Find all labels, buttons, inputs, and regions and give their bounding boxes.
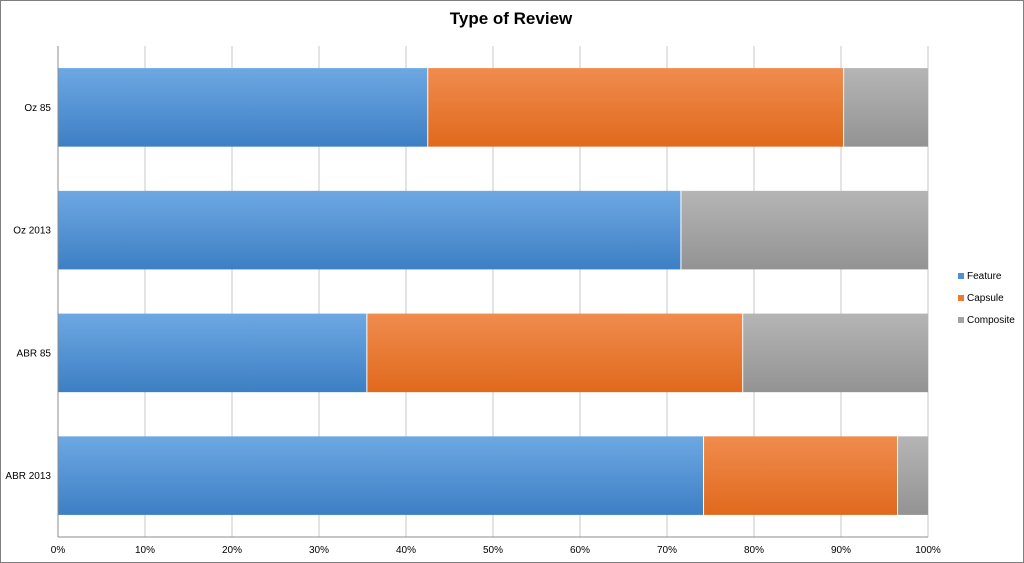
- y-category-label: Oz 85: [24, 103, 51, 114]
- legend-swatch-capsule: [958, 295, 964, 301]
- bars: [58, 68, 928, 515]
- bar-capsule-0: [427, 68, 844, 147]
- bar-feature-0: [58, 68, 428, 147]
- x-tick-label: 40%: [396, 545, 416, 556]
- x-tick-label: 30%: [309, 545, 329, 556]
- legend-label-composite: Composite: [967, 315, 1015, 326]
- x-tick-label: 20%: [222, 545, 242, 556]
- x-tick-label: 100%: [915, 545, 941, 556]
- x-tick-label: 60%: [570, 545, 590, 556]
- legend: Feature Capsule Composite: [958, 271, 1015, 326]
- y-category-label: ABR 85: [17, 348, 52, 359]
- bar-composite-0: [843, 68, 928, 147]
- bar-capsule-2: [366, 313, 743, 393]
- x-tick-label: 80%: [744, 545, 764, 556]
- legend-swatch-composite: [958, 317, 964, 323]
- bar-composite-2: [742, 313, 928, 393]
- chart-title: Type of Review: [449, 9, 573, 28]
- x-tick-label: 50%: [483, 545, 503, 556]
- axes: 0% 10% 20% 30% 40% 50% 60% 70% 80% 90% 100% Oz 85 Oz…: [5, 46, 941, 556]
- x-tick-label: 0%: [51, 545, 66, 556]
- bar-capsule-3: [703, 436, 898, 515]
- bar-feature-2: [58, 313, 367, 393]
- legend-label-capsule: Capsule: [967, 293, 1004, 304]
- bar-feature-3: [58, 436, 704, 515]
- x-tick-label: 90%: [831, 545, 851, 556]
- bar-feature-1: [58, 190, 681, 270]
- bar-composite-3: [897, 436, 928, 515]
- x-tick-label: 10%: [135, 545, 155, 556]
- y-category-label: ABR 2013: [5, 471, 51, 482]
- bar-composite-1: [680, 190, 928, 270]
- x-tick-label: 70%: [657, 545, 677, 556]
- legend-label-feature: Feature: [967, 271, 1002, 282]
- legend-swatch-feature: [958, 273, 964, 279]
- y-category-label: Oz 2013: [13, 226, 51, 237]
